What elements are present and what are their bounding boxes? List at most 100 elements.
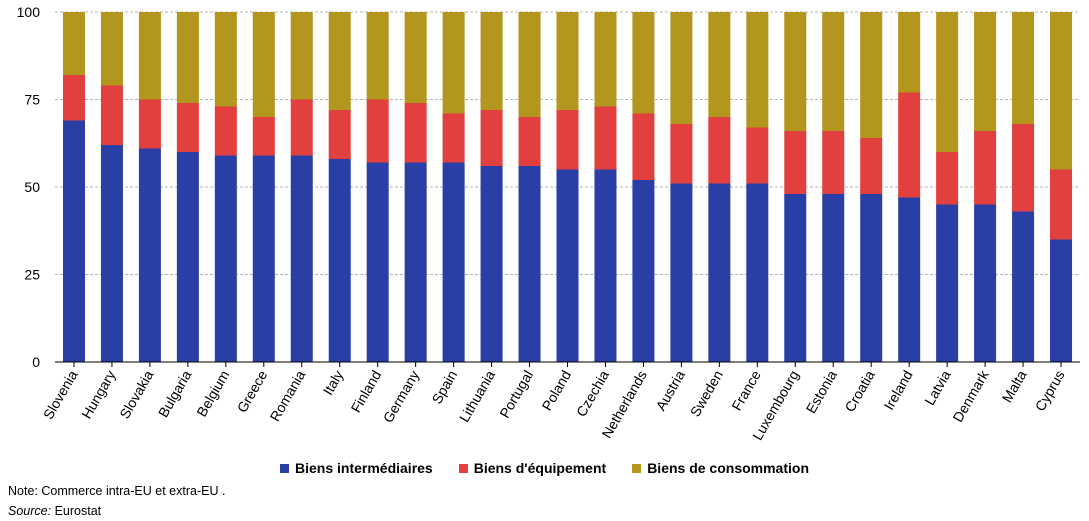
bar-segment [594, 169, 617, 362]
bar-segment [366, 99, 389, 163]
bar-segment [556, 169, 579, 362]
bar-segment [366, 12, 389, 100]
bar-segment [442, 113, 465, 163]
bar-segment [632, 180, 655, 362]
bar-segment [214, 12, 237, 107]
bar-segment [100, 85, 123, 145]
x-tick-label: Germany [380, 368, 423, 426]
legend-item: Biens de consommation [632, 460, 809, 476]
bar-segment [556, 110, 579, 170]
bar-segment [176, 12, 199, 103]
bar-segment [480, 110, 503, 166]
x-tick-label: Spain [428, 368, 460, 407]
bar-segment [936, 152, 959, 205]
bar-segment [214, 106, 237, 156]
bar-segment [328, 12, 351, 110]
legend-item: Biens d'équipement [458, 460, 607, 476]
bar-segment [936, 12, 959, 152]
bar-segment [1050, 12, 1073, 170]
y-tick-label: 100 [17, 4, 41, 20]
bar-segment [518, 12, 541, 117]
bar-segment [784, 12, 807, 131]
bar-segment [670, 183, 693, 362]
legend-label: Biens de consommation [647, 460, 809, 476]
x-tick-label: Czechia [573, 367, 612, 419]
x-tick-label: Belgium [193, 368, 232, 420]
bar-segment [290, 155, 313, 362]
bar-segment [252, 12, 275, 117]
bar-segment [252, 155, 275, 362]
bar-segment [936, 204, 959, 362]
bar-segment [404, 12, 427, 103]
x-tick-label: Bulgaria [155, 367, 195, 420]
bar-segment [62, 120, 85, 362]
bar-segment [708, 117, 731, 184]
legend-swatch [632, 463, 642, 473]
bar-segment [442, 162, 465, 362]
y-tick-label: 25 [24, 267, 40, 283]
x-tick-label: Slovakia [116, 367, 156, 421]
bar-segment [784, 131, 807, 194]
x-tick-label: Slovenia [40, 367, 81, 422]
x-tick-label: Estonia [803, 367, 840, 416]
bar-segment [328, 159, 351, 362]
x-tick-label: Croatia [841, 367, 878, 414]
bar-segment [822, 131, 845, 194]
bar-segment [290, 12, 313, 100]
bar-segment [1050, 169, 1073, 240]
x-tick-label: Cyprus [1032, 368, 1068, 414]
bar-segment [708, 183, 731, 362]
bars [62, 12, 1073, 362]
x-tick-label: Greece [234, 367, 271, 415]
legend: Biens intermédiaires Biens d'équipement Bi… [0, 460, 1089, 476]
bar-segment [404, 162, 427, 362]
bar-segment [100, 12, 123, 86]
y-tick-label: 50 [24, 179, 40, 195]
bar-segment [1050, 239, 1073, 362]
source-label: Source: [8, 504, 52, 518]
x-tick-label: Italy [320, 368, 347, 398]
bar-segment [898, 12, 921, 93]
bar-segment [176, 152, 199, 362]
bar-segment [480, 12, 503, 110]
bar-segment [822, 12, 845, 131]
legend-swatch [458, 463, 468, 473]
bar-segment [898, 92, 921, 198]
bar-segment [328, 110, 351, 159]
x-tick-label: France [728, 367, 764, 413]
bar-segment [974, 12, 997, 131]
x-tick-label: Hungary [78, 368, 118, 422]
legend-label: Biens d'équipement [473, 460, 607, 476]
y-axis: 0 25 50 75 100 [17, 4, 41, 370]
x-tick-label: Ireland [881, 368, 916, 413]
bar-segment [290, 99, 313, 156]
bar-segment [442, 12, 465, 114]
bar-segment [556, 12, 579, 110]
bar-segment [594, 12, 617, 107]
bar-segment [860, 138, 883, 194]
bar-segment [62, 75, 85, 121]
bar-segment [62, 12, 85, 75]
bar-segment [860, 194, 883, 362]
chart-source: Source: Eurostat [8, 504, 101, 518]
bar-segment [176, 103, 199, 152]
bar-segment [746, 127, 769, 184]
bar-segment [1012, 211, 1035, 362]
bar-segment [252, 117, 275, 156]
x-tick-label: Lithuania [456, 367, 498, 424]
bar-segment [594, 106, 617, 170]
bar-segment [898, 197, 921, 362]
bar-segment [632, 113, 655, 180]
bar-segment [1012, 12, 1035, 124]
stacked-bar-chart: 0 25 50 75 100 SloveniaHungarySlovakiaBulgar… [17, 4, 1080, 443]
bar-segment [366, 162, 389, 362]
x-tick-label: Sweden [687, 368, 726, 420]
bar-segment [708, 12, 731, 117]
bar-segment [670, 124, 693, 184]
bar-segment [746, 12, 769, 128]
bar-segment [138, 148, 161, 362]
bar-segment [138, 12, 161, 100]
source-text: Eurostat [51, 504, 102, 518]
bar-segment [138, 99, 161, 149]
